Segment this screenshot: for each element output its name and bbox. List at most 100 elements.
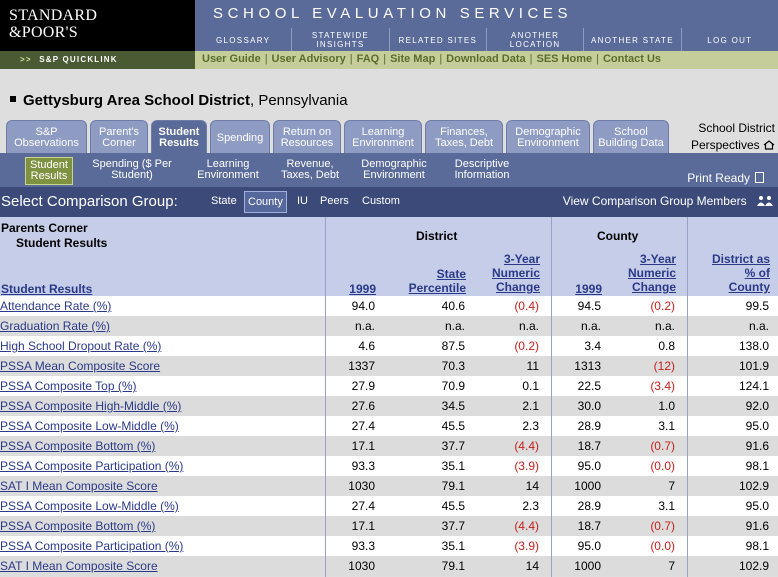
row-name-link[interactable]: High School Dropout Rate (%)	[0, 339, 162, 353]
tab-demographic-environment[interactable]: Demographic Environment	[506, 120, 590, 153]
table-row: Attendance Rate (%) 94.0 40.6 (0.4) 94.5 (0.2…	[0, 296, 778, 316]
row-name-link[interactable]: PSSA Composite Top (%)	[0, 379, 137, 393]
row-name-link[interactable]: PSSA Mean Composite Score	[0, 359, 161, 373]
cell-county-1999: 22.5	[577, 379, 601, 393]
header-banner: SCHOOL EVALUATION SERVICES GLOSSARY STAT…	[195, 0, 778, 51]
sp-logo[interactable]: STANDARD &POOR'S	[0, 0, 195, 51]
perspectives-menu[interactable]: School District Perspectives	[683, 120, 775, 154]
subsection-title: Student Results	[16, 236, 108, 250]
row-header-student-results[interactable]: Student Results	[1, 282, 93, 296]
view-members-link[interactable]: View Comparison Group Members	[563, 194, 774, 208]
subnav-descriptive-information[interactable]: Descriptive Information	[454, 158, 510, 181]
col-district-3yr-change[interactable]: 3-Year Numeric Change	[491, 252, 540, 294]
cell-county-1999: 28.9	[577, 419, 601, 433]
cell-county-change: n.a.	[654, 319, 675, 333]
cell-district-1999: 27.4	[351, 499, 375, 513]
cell-ratio: 101.9	[738, 359, 769, 373]
link-site-map[interactable]: Site Map	[390, 53, 436, 65]
tab-sp-observations[interactable]: S&P Observations	[6, 120, 87, 153]
cell-county-change: (0.0)	[650, 539, 675, 553]
subnav-spending[interactable]: Spending ($ Per Student)	[92, 158, 172, 181]
col-district-pct-county[interactable]: District as % of County	[711, 252, 770, 294]
cell-ratio: 138.0	[738, 339, 769, 353]
nav-glossary[interactable]: GLOSSARY	[216, 35, 271, 45]
quicklink-button[interactable]: >> S&P QUICKLINK	[0, 51, 195, 69]
link-contact-us[interactable]: Contact Us	[602, 53, 662, 65]
cell-county-1999: 95.0	[577, 539, 601, 553]
link-user-advisory[interactable]: User Advisory	[271, 53, 346, 65]
link-download-data[interactable]: Download Data	[446, 53, 526, 65]
tab-school-building-data[interactable]: School Building Data	[593, 120, 669, 153]
link-faq[interactable]: FAQ	[356, 53, 380, 65]
compare-custom[interactable]: Custom	[362, 195, 400, 207]
cell-county-change: 1.0	[658, 399, 675, 413]
compare-county[interactable]: County	[244, 191, 287, 213]
cell-state-percentile: 45.5	[441, 499, 465, 513]
subnav-learning-environment[interactable]: Learning Environment	[197, 158, 259, 181]
nav-another-location[interactable]: ANOTHER LOCATION	[485, 28, 583, 51]
cell-state-percentile: n.a.	[444, 319, 465, 333]
col-district-1999[interactable]: 1999	[349, 282, 376, 296]
cell-county-change: 3.1	[658, 419, 675, 433]
compare-peers[interactable]: Peers	[320, 195, 349, 207]
table-row: PSSA Composite Participation (%) 93.3 35.1…	[0, 456, 778, 476]
row-name-link[interactable]: SAT I Mean Composite Score	[0, 479, 158, 493]
tab-learning-environment[interactable]: Learning Environment	[344, 120, 422, 153]
subnav-demographic-environment[interactable]: Demographic Environment	[361, 158, 427, 181]
col-state-percentile[interactable]: State Percentile	[408, 267, 466, 295]
tab-spending[interactable]: Spending	[210, 120, 270, 153]
col-county-3yr-change[interactable]: 3-Year Numeric Change	[627, 252, 676, 294]
tab-return-on-resources[interactable]: Return on Resources	[273, 120, 341, 153]
district-name: Gettysburg Area School District	[23, 92, 250, 109]
nav-another-state[interactable]: ANOTHER STATE	[583, 28, 680, 51]
row-name-link[interactable]: PSSA Composite Low-Middle (%)	[0, 419, 179, 433]
cell-county-1999: 18.7	[577, 439, 601, 453]
table-row: PSSA Composite High-Middle (%) 27.6 34.5 2.…	[0, 396, 778, 416]
cell-state-percentile: 40.6	[441, 299, 465, 313]
print-ready-link[interactable]: Print Ready	[687, 171, 764, 185]
cell-county-change: (12)	[653, 359, 675, 373]
quicklink-arrows: >>	[20, 55, 32, 64]
logo-line-1: STANDARD	[9, 7, 98, 24]
tab-parents-corner[interactable]: Parent's Corner	[90, 120, 148, 153]
cell-ratio: 98.1	[745, 459, 769, 473]
row-name-link[interactable]: PSSA Composite Participation (%)	[0, 539, 184, 553]
subnav-revenue-taxes-debt[interactable]: Revenue, Taxes, Debt	[280, 158, 340, 181]
nav-related-sites[interactable]: RELATED SITES	[388, 28, 486, 51]
row-name-link[interactable]: PSSA Composite Bottom (%)	[0, 519, 156, 533]
table-row: High School Dropout Rate (%) 4.6 87.5 (0.2)…	[0, 336, 778, 356]
col-county-1999[interactable]: 1999	[575, 282, 602, 296]
nav-statewide-insights[interactable]: STATEWIDE INSIGHTS	[291, 28, 388, 51]
cell-district-1999: 1030	[348, 479, 375, 493]
row-name-link[interactable]: PSSA Composite Bottom (%)	[0, 439, 156, 453]
row-name-link[interactable]: SAT I Mean Composite Score	[0, 559, 158, 573]
tab-finances-taxes-debt[interactable]: Finances, Taxes, Debt	[425, 120, 503, 153]
cell-district-change: (0.4)	[514, 299, 539, 313]
compare-state[interactable]: State	[211, 195, 237, 207]
cell-county-1999: 1000	[574, 559, 601, 573]
cell-district-1999: 4.6	[358, 339, 375, 353]
compare-iu[interactable]: IU	[297, 195, 308, 207]
cell-district-change: 11	[526, 359, 539, 373]
row-name-link[interactable]: PSSA Composite High-Middle (%)	[0, 399, 182, 413]
row-name-link[interactable]: PSSA Composite Participation (%)	[0, 459, 184, 473]
cell-district-change: (0.2)	[514, 339, 539, 353]
bullet-icon	[10, 96, 16, 102]
tab-student-results[interactable]: Student Results	[151, 120, 207, 153]
subnav-student-results[interactable]: Student Results	[25, 157, 73, 185]
cell-state-percentile: 70.3	[441, 359, 465, 373]
cell-county-1999: 28.9	[577, 499, 601, 513]
nav-log-out[interactable]: LOG OUT	[680, 28, 778, 51]
link-ses-home[interactable]: SES Home	[536, 53, 593, 65]
table-row: PSSA Composite Top (%) 27.9 70.9 0.1 22.5 (3.…	[0, 376, 778, 396]
link-user-guide[interactable]: User Guide	[202, 53, 261, 65]
row-name-link[interactable]: Attendance Rate (%)	[0, 299, 112, 313]
table-row: Graduation Rate (%) n.a. n.a. n.a. n.a. n.a. n…	[0, 316, 778, 336]
cell-district-1999: 93.3	[351, 459, 375, 473]
row-name-link[interactable]: Graduation Rate (%)	[0, 319, 111, 333]
table-header: Parents Corner Student Results Student R…	[0, 217, 778, 296]
row-name-link[interactable]: PSSA Composite Low-Middle (%)	[0, 499, 179, 513]
cell-district-1999: 94.0	[351, 299, 375, 313]
cell-state-percentile: 37.7	[441, 519, 465, 533]
cell-state-percentile: 37.7	[441, 439, 465, 453]
